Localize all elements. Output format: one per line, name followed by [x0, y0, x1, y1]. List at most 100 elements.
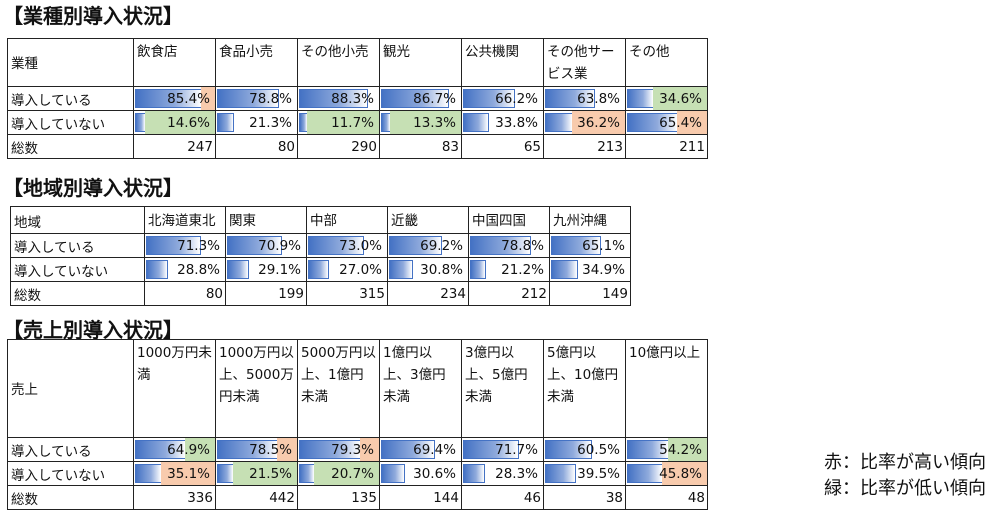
percentage-cell: 34.9%: [549, 257, 631, 282]
data-bar: [308, 236, 365, 255]
data-bar: [217, 89, 279, 108]
column-header: 観光: [379, 38, 462, 87]
industry-adoption-table: 業種 飲食店 食品小売 その他小売 観光 公共機関 その他サービス業 その他 導入している 85.…: [7, 38, 708, 159]
total-count-cell: 80: [215, 134, 298, 159]
trend-highlight: [232, 462, 297, 485]
data-bar: [551, 260, 578, 279]
trend-highlight: [677, 111, 707, 134]
total-count-cell: 290: [297, 134, 380, 159]
column-header: 北海道東北: [144, 206, 226, 234]
percentage-value: 69.2%: [420, 237, 463, 254]
data-bar: [299, 89, 369, 108]
percentage-cell: 71.7%: [461, 437, 544, 462]
column-header: その他サービス業: [543, 38, 626, 87]
percentage-value: 36.2%: [577, 114, 620, 131]
trend-highlight: [145, 111, 215, 134]
trend-highlight: [161, 462, 215, 485]
percentage-cell: 13.3%: [379, 110, 462, 135]
trend-highlight: [572, 111, 625, 134]
trend-highlight: [390, 111, 461, 134]
column-header: 3億円以上、5億円未満: [461, 339, 544, 438]
percentage-value: 66.2%: [495, 90, 538, 107]
total-count-cell: 213: [543, 134, 626, 159]
not-adopted-row: 導入していない 28.8% 29.1% 27.0% 30.8% 21.2% 34.9%: [10, 257, 631, 282]
column-header: 5億円以上、10億円未満: [543, 339, 626, 438]
percentage-value: 71.3%: [177, 237, 220, 254]
percentage-cell: 70.9%: [225, 233, 307, 258]
column-header: 1000万円以上、5000万円未満: [215, 339, 298, 438]
percentage-cell: 36.2%: [543, 110, 626, 135]
data-bar: [227, 236, 282, 255]
total-count-cell: 442: [215, 485, 298, 510]
header-row: 売上 1000万円未満 1000万円以上、5000万円未満 5000万円以上、1億円未…: [7, 339, 708, 438]
sales-section-title: 【売上別導入状況】: [3, 318, 183, 342]
percentage-cell: 78.5%: [215, 437, 298, 462]
data-bar: [308, 260, 329, 279]
percentage-cell: 88.3%: [297, 86, 380, 111]
percentage-value: 33.8%: [495, 114, 538, 131]
total-count-cell: 48: [625, 485, 708, 510]
data-bar: [227, 260, 250, 279]
percentage-cell: 34.6%: [625, 86, 708, 111]
percentage-cell: 85.4%: [133, 86, 216, 111]
percentage-cell: 21.3%: [215, 110, 298, 135]
total-count-cell: 65: [461, 134, 544, 159]
data-bar: [389, 236, 443, 255]
header-row: 業種 飲食店 食品小売 その他小売 観光 公共機関 その他サービス業 その他: [7, 38, 708, 87]
percentage-value: 71.7%: [495, 441, 538, 458]
total-count-cell: 144: [379, 485, 462, 510]
trend-highlight: [668, 438, 707, 461]
trend-highlight: [661, 462, 707, 485]
percentage-cell: 78.8%: [468, 233, 550, 258]
percentage-cell: 45.8%: [625, 461, 708, 486]
percentage-cell: 79.3%: [297, 437, 380, 462]
percentage-value: 35.1%: [167, 465, 210, 482]
percentage-value: 78.8%: [501, 237, 544, 254]
percentage-value: 14.6%: [167, 114, 210, 131]
data-bar: [470, 260, 487, 279]
not-adopted-row: 導入していない 14.6% 21.3% 11.7% 13.3% 33.8% 36.2% 65.…: [7, 110, 708, 135]
percentage-cell: 20.7%: [297, 461, 380, 486]
total-count-cell: 149: [549, 281, 631, 306]
percentage-value: 21.5%: [249, 465, 292, 482]
percentage-cell: 21.2%: [468, 257, 550, 282]
percentage-value: 27.0%: [339, 261, 382, 278]
data-bar: [470, 236, 531, 255]
trend-highlight: [200, 87, 215, 110]
percentage-value: 28.8%: [177, 261, 220, 278]
data-bar: [551, 236, 602, 255]
trend-highlight: [314, 462, 379, 485]
total-row: 総数 80 199 315 234 212 149: [10, 281, 631, 306]
data-bar: [217, 113, 234, 132]
data-bar: [463, 89, 515, 108]
row-label: 導入している: [7, 86, 134, 111]
column-header: 関東: [225, 206, 307, 234]
percentage-value: 70.9%: [258, 237, 301, 254]
trend-highlight: [359, 438, 379, 461]
column-header: その他小売: [297, 38, 380, 87]
column-header: 5000万円以上、1億円未満: [297, 339, 380, 438]
percentage-value: 78.5%: [249, 441, 292, 458]
data-bar: [381, 464, 405, 483]
trend-highlight: [277, 438, 297, 461]
data-bar: [463, 464, 486, 483]
percentage-cell: 78.8%: [215, 86, 298, 111]
percentage-cell: 30.6%: [379, 461, 462, 486]
percentage-cell: 60.5%: [543, 437, 626, 462]
percentage-cell: 28.8%: [144, 257, 226, 282]
percentage-cell: 73.0%: [306, 233, 388, 258]
percentage-value: 29.1%: [258, 261, 301, 278]
data-bar: [545, 89, 595, 108]
region-adoption-table: 地域 北海道東北 関東 中部 近畿 中国四国 九州沖縄 導入している 71.3% 70.9% 73.…: [10, 206, 631, 306]
percentage-value: 34.6%: [659, 90, 702, 107]
total-count-cell: 135: [297, 485, 380, 510]
trend-highlight: [653, 87, 707, 110]
total-count-cell: 315: [306, 281, 388, 306]
percentage-value: 30.8%: [420, 261, 463, 278]
percentage-cell: 86.7%: [379, 86, 462, 111]
percentage-cell: 71.3%: [144, 233, 226, 258]
total-row: 総数 247 80 290 83 65 213 211: [7, 134, 708, 159]
percentage-cell: 64.9%: [133, 437, 216, 462]
total-count-cell: 46: [461, 485, 544, 510]
data-bar: [463, 113, 490, 132]
